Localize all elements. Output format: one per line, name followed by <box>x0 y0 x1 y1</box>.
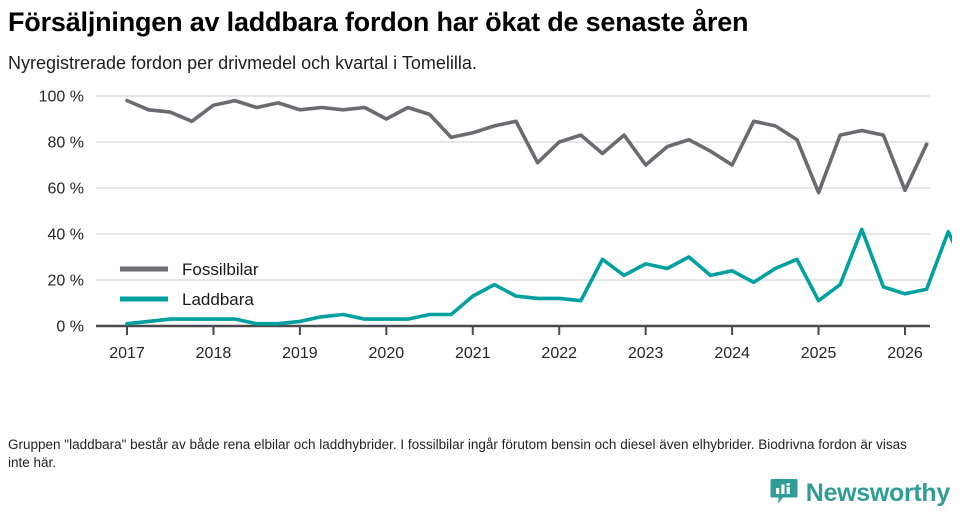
x-axis-tick-label: 2022 <box>541 345 577 362</box>
x-axis-tick-label: 2018 <box>196 345 232 362</box>
y-axis-tick-label: 80 % <box>48 135 84 152</box>
y-axis-tick-label: 0 % <box>56 319 84 336</box>
y-axis-tick-label: 40 % <box>48 227 84 244</box>
page-title: Försäljningen av laddbara fordon har öka… <box>8 7 749 37</box>
y-axis-tick-label: 60 % <box>48 181 84 198</box>
y-axis-labels: 0 % 20 % 40 % 60 % 80 % 100 % <box>39 89 84 336</box>
chart-page: Försäljningen av laddbara fordon har öka… <box>0 8 960 513</box>
legend-label: Laddbara <box>182 290 254 309</box>
chart-legend: Fossilbilar Laddbara <box>120 260 259 309</box>
x-axis-tick-label: 2024 <box>714 345 750 362</box>
brand-name: Newsworthy <box>805 479 951 507</box>
page-subtitle: Nyregistrerade fordon per drivmedel och … <box>8 53 477 74</box>
x-axis-labels: 2017 2018 2019 2020 2021 2022 2023 2024 2025 2026 <box>109 345 923 362</box>
x-axis-tick-label: 2023 <box>628 345 664 362</box>
series-line-laddbara <box>125 227 952 326</box>
chart-gridlines <box>96 95 930 282</box>
brand-logo: Newsworthy <box>769 476 950 511</box>
y-axis-tick-label: 100 % <box>39 89 84 106</box>
x-axis-tick-label: 2019 <box>282 345 318 362</box>
x-axis-tick-label: 2017 <box>109 345 145 362</box>
legend-label: Fossilbilar <box>182 260 259 279</box>
line-chart: 0 % 20 % 40 % 60 % 80 % 100 % 2017 2018 2019 202… <box>39 89 952 362</box>
x-axis-tick-label: 2026 <box>887 345 923 362</box>
series-line-fossilbilar <box>125 98 929 195</box>
bar-chart-speech-bubble-icon <box>769 476 799 511</box>
x-axis-tick-label: 2020 <box>369 345 405 362</box>
x-axis-tick-label: 2025 <box>801 345 837 362</box>
chart-series-lines <box>125 98 952 326</box>
x-axis <box>96 324 930 336</box>
chart-container: 0 % 20 % 40 % 60 % 80 % 100 % 2017 2018 2019 202… <box>8 84 952 374</box>
y-axis-tick-label: 20 % <box>48 273 84 290</box>
x-axis-tick-label: 2021 <box>455 345 491 362</box>
footnote: Gruppen "laddbara" består av både rena e… <box>8 437 907 471</box>
